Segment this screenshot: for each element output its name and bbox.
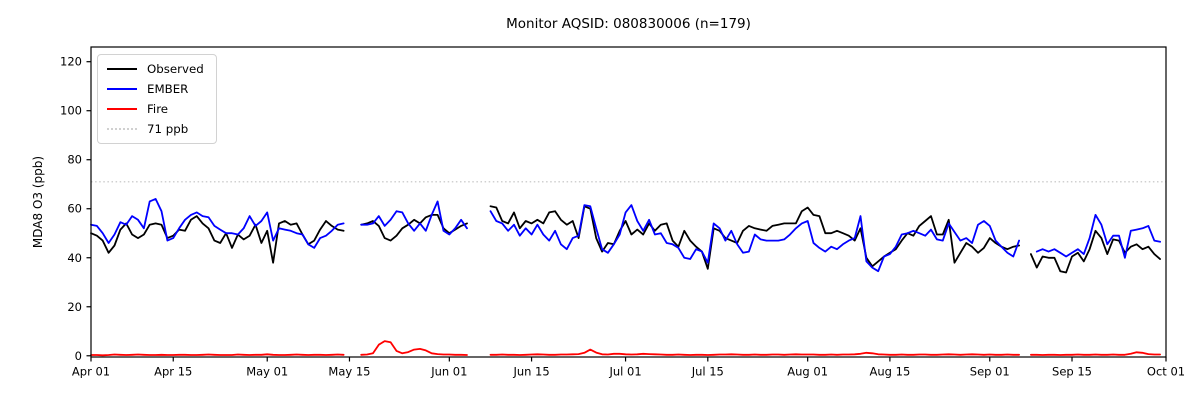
legend-label: Observed: [147, 62, 204, 76]
legend-line-swatch: [107, 88, 137, 90]
chart-title: Monitor AQSID: 080830006 (n=179): [506, 16, 751, 32]
x-tick-label: Apr 15: [154, 365, 192, 379]
legend-item: Observed: [107, 62, 204, 76]
y-tick-label: 80: [67, 153, 82, 167]
y-tick-label: 60: [67, 202, 82, 216]
series-lines-layer: [90, 198, 1161, 357]
x-tick-label: Aug 01: [787, 365, 828, 379]
ember-line: [90, 198, 1161, 273]
y-tick-label: 20: [67, 300, 82, 314]
y-tick-label: 120: [60, 55, 82, 69]
legend-item: Fire: [107, 102, 204, 116]
y-tick-label: 40: [67, 251, 82, 265]
legend: Observed EMBER Fire 71 ppb: [97, 54, 217, 144]
legend-item: EMBER: [107, 82, 204, 96]
legend-line-swatch: [107, 128, 137, 130]
legend-line-swatch: [107, 68, 137, 70]
x-tick-label: Jun 15: [512, 365, 549, 379]
x-tick-label: Sep 01: [970, 365, 1010, 379]
x-tick-label: Jul 01: [608, 365, 641, 379]
x-tick-label: Sep 15: [1052, 365, 1092, 379]
axis-ticks-layer: Apr 01 Apr 15 May 01 May 15 Jun 01 Jun 15 Jul …: [60, 55, 1185, 379]
y-tick-label: 0: [75, 349, 82, 363]
y-tick-label: 100: [60, 104, 82, 118]
x-tick-label: May 15: [328, 365, 370, 379]
legend-label: 71 ppb: [147, 122, 189, 136]
x-tick-label: Jul 15: [691, 365, 724, 379]
x-tick-label: Oct 01: [1147, 365, 1185, 379]
legend-item: 71 ppb: [107, 122, 204, 136]
x-tick-label: Jun 01: [430, 365, 467, 379]
x-tick-label: Apr 01: [72, 365, 110, 379]
legend-line-swatch: [107, 108, 137, 110]
x-tick-label: Aug 15: [870, 365, 911, 379]
plot-frame: [90, 46, 1167, 358]
observed-line: [90, 205, 1161, 274]
legend-label: Fire: [147, 102, 169, 116]
legend-label: EMBER: [147, 82, 189, 96]
fire-line: [90, 340, 1161, 357]
x-tick-label: May 01: [246, 365, 288, 379]
